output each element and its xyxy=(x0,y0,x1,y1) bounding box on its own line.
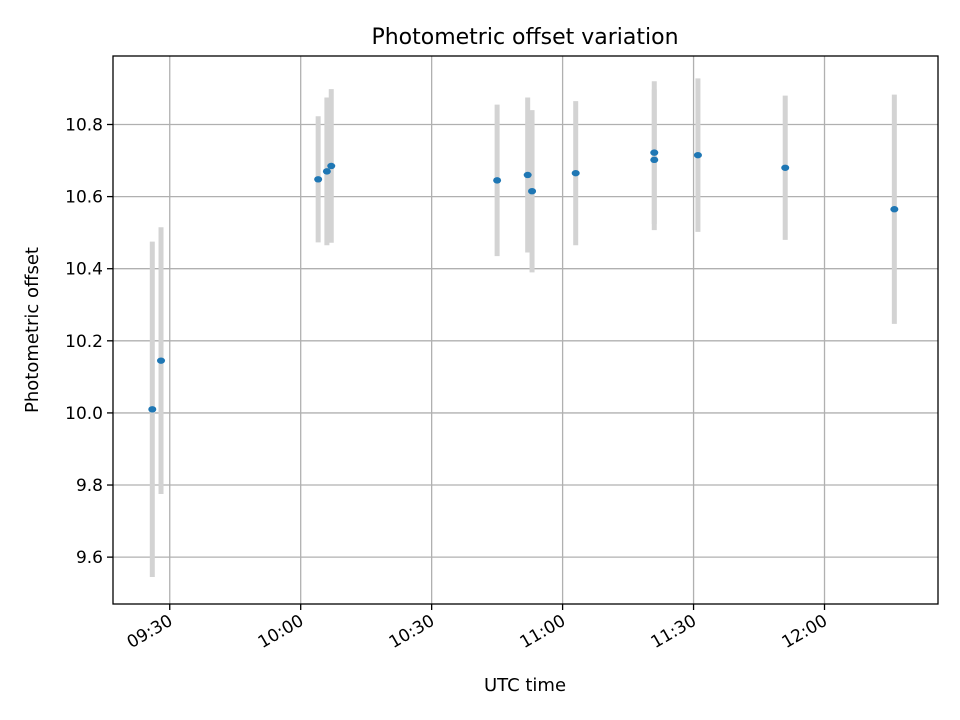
y-tick-label: 10.2 xyxy=(65,332,103,352)
y-tick-label: 10.6 xyxy=(65,188,103,208)
data-point xyxy=(890,206,899,213)
data-point xyxy=(148,406,157,413)
data-point xyxy=(322,168,331,175)
y-tick-label: 9.6 xyxy=(76,548,103,568)
data-point xyxy=(571,169,580,177)
data-point xyxy=(523,171,532,179)
data-point xyxy=(650,156,659,164)
data-point xyxy=(693,151,702,159)
y-tick-label: 10.0 xyxy=(65,404,103,424)
data-point xyxy=(493,177,502,184)
data-point xyxy=(781,164,790,171)
y-tick-label: 10.4 xyxy=(65,260,103,280)
data-point xyxy=(650,149,659,156)
data-point xyxy=(327,162,336,170)
data-points xyxy=(148,149,899,413)
y-axis-ticks: 9.6 9.8 10.0 10.2 10.4 10.6 10.8 xyxy=(65,116,113,568)
data-point xyxy=(528,187,537,195)
y-axis-label: Photometric offset xyxy=(22,247,43,413)
data-point xyxy=(157,357,166,364)
data-point xyxy=(314,176,323,183)
y-tick-label: 9.8 xyxy=(76,476,103,496)
y-tick-label: 10.8 xyxy=(65,116,103,136)
plot-frame xyxy=(112,55,939,605)
x-axis-label: UTC time xyxy=(484,675,566,696)
chart-title: Photometric offset variation xyxy=(371,25,678,50)
